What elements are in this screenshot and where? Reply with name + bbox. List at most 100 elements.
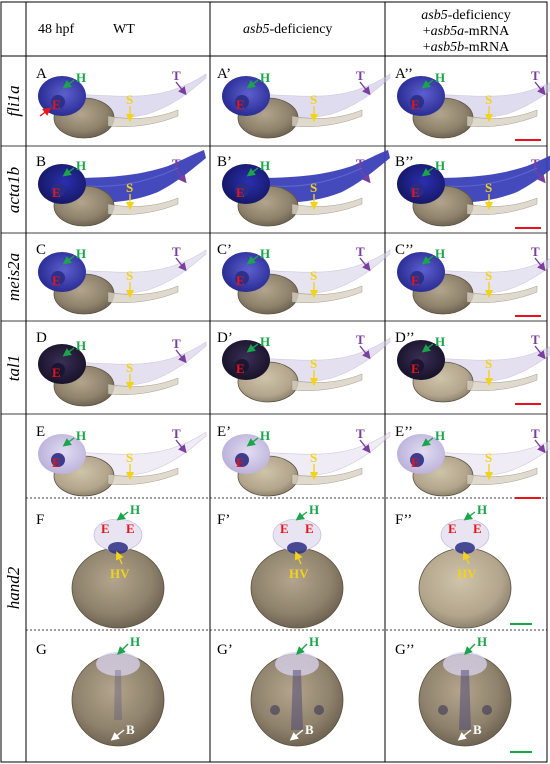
embryo-head (222, 340, 270, 380)
heart-label: H (477, 634, 487, 649)
heart-arrow (62, 255, 75, 265)
header-col1: WT (113, 22, 135, 37)
somite-label: S (310, 450, 317, 465)
tail-arrow (534, 439, 546, 454)
embryo-heart-stain (287, 542, 307, 554)
embryo-lateral-r2-c3: EH S T (397, 155, 550, 229)
eye-label-right: E (305, 521, 314, 536)
somite-label: S (126, 450, 133, 465)
embryo-trunk (68, 150, 206, 203)
eye-label: E (411, 97, 420, 112)
embryo-spot-right (482, 705, 492, 715)
eye-label: E (52, 97, 61, 112)
row-label-acta1b: acta1b (4, 167, 23, 213)
embryo-eye (410, 183, 424, 197)
heart-label: H (76, 338, 86, 353)
row-label-fli1a: fli1a (4, 85, 23, 116)
embryo-somite-line (446, 167, 538, 187)
tail-label: T (172, 156, 181, 171)
panel-label-A-dprime: A’’ (395, 66, 413, 82)
tail-arrow (359, 81, 371, 96)
tail-arrow (534, 345, 546, 360)
embryo-spot-left (270, 705, 280, 715)
eye-label-left: E (280, 521, 289, 536)
tail-arrow (359, 257, 371, 272)
tail-arrow (534, 257, 546, 272)
heart-arrow (421, 255, 434, 265)
embryo-heart-stain (108, 542, 128, 554)
embryo-yolk (418, 547, 512, 629)
eye-label: E (236, 185, 245, 200)
somite-label: S (485, 180, 492, 195)
row-label-hand2: hand2 (4, 566, 23, 609)
panel-label-B-prime: B’ (217, 154, 232, 170)
panel-label-C-prime: C’ (217, 242, 232, 258)
embryo-midline (114, 670, 122, 720)
embryo-lateral-r4-c3: EH S T (397, 332, 550, 405)
panel-label-G-dprime: G’’ (395, 642, 415, 658)
header-stage: 48 hpf (38, 22, 75, 37)
tail-arrow (359, 439, 371, 454)
heart-arrow (62, 79, 75, 89)
somite-label: S (310, 92, 317, 107)
embryo-head (397, 252, 445, 292)
heart-arrow (296, 643, 308, 655)
heart-label: H (76, 428, 86, 443)
embryo-ventral-G-c2: HB (250, 634, 344, 747)
eye-label: E (411, 273, 420, 288)
heart-label: H (130, 502, 140, 517)
hv-arrow (115, 551, 124, 565)
tail-arrow (175, 349, 187, 364)
somite-label: S (126, 268, 133, 283)
embryo-eye (410, 359, 424, 373)
somite-label: S (485, 450, 492, 465)
embryo-lateral-r2-c2: EH S T (222, 150, 390, 227)
eye-label: E (52, 273, 61, 288)
hv-label: HV (457, 566, 477, 581)
tail-label: T (531, 244, 540, 259)
heart-label: H (435, 70, 445, 85)
panel-label-E-prime: E’ (217, 424, 231, 440)
hv-arrow (294, 551, 303, 565)
panel-label-A: A (36, 66, 47, 82)
panel-label-B-dprime: B’’ (395, 154, 414, 170)
somite-label: S (485, 356, 492, 371)
embryo-head (397, 340, 445, 380)
embryo-head (38, 76, 86, 116)
panel-label-E-dprime: E’’ (395, 424, 413, 440)
heart-arrow (246, 167, 259, 177)
heart-arrow (464, 643, 476, 655)
heart-label: H (260, 70, 270, 85)
embryo-lateral-r3-c2: EH S T (222, 244, 391, 315)
embryo-head (38, 434, 86, 474)
heart-arrow (246, 437, 259, 447)
embryo-eye (51, 95, 65, 109)
embryo-lateral-r3-c3: EH S T (397, 244, 550, 317)
embryo-trunk (252, 150, 390, 203)
panel-label-G-prime: G’ (217, 642, 233, 658)
heart-arrow (295, 511, 308, 521)
embryo-head (275, 652, 319, 676)
heart-arrow (421, 437, 434, 447)
bulb-label: B (126, 722, 135, 737)
heart-arrow (421, 167, 434, 177)
heart-label: H (435, 334, 445, 349)
header: 48 hpf WT asb5-deficiency asb5-deficienc… (38, 8, 511, 55)
tail-arrow (359, 169, 371, 184)
panel-label-F-prime: F’ (217, 512, 230, 528)
eye-label: E (411, 361, 420, 376)
heart-label: H (260, 428, 270, 443)
heart-arrow (421, 79, 434, 89)
embryo-lateral-r5-c3: EH S T (397, 426, 550, 499)
heart-label: H (477, 502, 487, 517)
eye-label: E (236, 273, 245, 288)
header-col2: asb5-deficiency (243, 22, 332, 37)
somite-label: S (310, 356, 317, 371)
embryo-ventral-G-c1: HB (71, 634, 165, 747)
row-labels: fli1a acta1b meis2a tal1 hand2 (4, 85, 23, 609)
